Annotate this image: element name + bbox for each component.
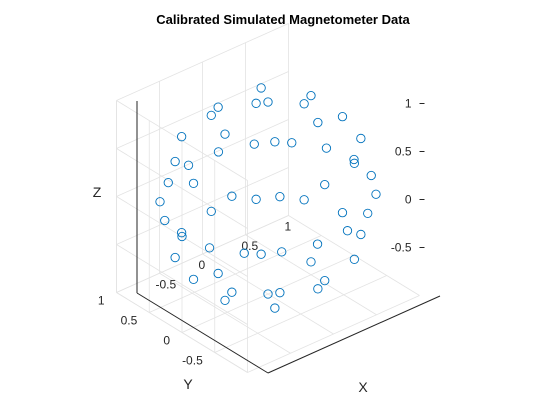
scatter-point	[155, 197, 165, 207]
scatter-point	[188, 274, 199, 284]
scatter-point	[342, 226, 353, 236]
scatter-point	[170, 156, 180, 167]
scatter-point	[188, 178, 199, 188]
scatter-point	[337, 208, 348, 218]
z-axis-label: Z	[93, 184, 102, 200]
scatter-point	[251, 194, 261, 204]
scatter-point	[163, 177, 173, 188]
y-axis-label: Y	[183, 376, 193, 392]
y-tick-label: 1	[98, 294, 105, 308]
scatter-point	[263, 289, 273, 299]
scatter-point	[320, 275, 330, 286]
scatter-point	[349, 254, 360, 264]
grid-line	[116, 215, 289, 293]
scatter-point	[256, 249, 266, 259]
y-tick-label: 0	[163, 334, 170, 348]
scatter-point	[213, 147, 224, 157]
scatter-point	[320, 179, 330, 190]
scatter-point	[160, 215, 170, 226]
z-tick-label: 0	[405, 193, 412, 207]
tick-labels: 1 0.5 0 -0.5 1 0.5 0 -0.5 -0.5 0 0.5 1	[98, 97, 425, 368]
scatter-point	[313, 117, 323, 128]
scatter-point	[287, 138, 297, 148]
z-tick-label: 0.5	[395, 145, 412, 159]
grid-line	[181, 255, 355, 333]
scatter-point	[206, 206, 216, 217]
scatter-point	[213, 268, 223, 279]
grid-line	[245, 234, 377, 316]
scatter-point	[299, 99, 309, 109]
z-tick-label: 1	[405, 97, 412, 111]
scatter-point	[177, 231, 187, 242]
scatter-point	[356, 229, 366, 240]
scatter-point	[306, 90, 316, 101]
scatter-point	[249, 139, 259, 149]
y-tick-label: -0.5	[182, 354, 203, 368]
scatter-point	[275, 288, 285, 298]
y-tick-label: 0.5	[121, 314, 138, 328]
scatter-point	[176, 132, 187, 142]
scatter-point	[321, 143, 332, 153]
scatter-point	[312, 239, 323, 249]
scatter-point	[349, 154, 359, 165]
grid-line	[116, 119, 289, 197]
scatter-point	[356, 133, 366, 144]
scatter-point	[263, 97, 273, 107]
scatter-point	[256, 83, 266, 93]
scatter-point	[239, 248, 249, 258]
scatter-point	[366, 170, 376, 181]
scatter-point	[213, 102, 223, 112]
scatter-point	[251, 98, 261, 108]
x-tick-label: -0.5	[156, 277, 177, 291]
scatter-point	[220, 295, 230, 306]
scatter-point	[371, 189, 381, 199]
axes	[136, 101, 441, 374]
grid-line	[116, 71, 289, 149]
x-tick-label: 0	[199, 258, 206, 272]
scatter-point	[206, 110, 216, 121]
grid-line	[149, 235, 322, 313]
scatter-point	[227, 191, 237, 201]
grid-line	[116, 23, 289, 101]
scatter-point	[349, 158, 360, 168]
y-axis-line	[136, 292, 269, 374]
scatter-point	[270, 137, 280, 147]
z-tick-label: -0.5	[391, 241, 412, 255]
scatter-point	[337, 112, 348, 122]
scatter-points	[155, 83, 381, 313]
scatter-point	[277, 247, 287, 257]
scatter-point	[227, 287, 237, 297]
scatter-point	[220, 129, 230, 139]
scatter-point	[176, 228, 187, 238]
x-axis-label: X	[358, 379, 368, 395]
grid-line	[116, 148, 248, 229]
scatter-point	[204, 243, 215, 253]
scatter-point	[299, 195, 309, 205]
x-tick-label: 1	[285, 220, 292, 234]
scatter-point	[363, 208, 373, 219]
scatter-point	[270, 303, 280, 313]
scatter-point	[170, 252, 180, 263]
x-axis-line	[267, 295, 441, 374]
scatter-point	[313, 284, 323, 294]
x-tick-label: 0.5	[242, 239, 259, 253]
scatter-point	[306, 257, 316, 267]
chart-title: Calibrated Simulated Magnetometer Data	[156, 12, 410, 27]
scatter-point	[183, 160, 194, 170]
scatter-point	[275, 192, 285, 202]
